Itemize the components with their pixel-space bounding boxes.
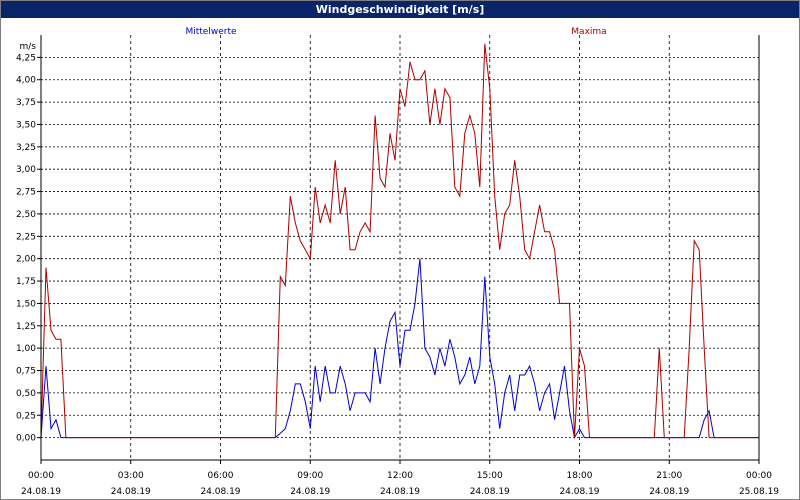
- y-tick-label: 0,25: [16, 411, 36, 421]
- x-tick-time: 00:00: [746, 471, 772, 481]
- y-tick-label: 3,50: [16, 120, 36, 130]
- x-tick-time: 00:00: [28, 471, 54, 481]
- y-tick-label: 1,25: [16, 322, 36, 332]
- x-tick-date: 25.08.19: [739, 487, 779, 497]
- y-tick-label: 1,50: [16, 299, 36, 309]
- y-tick-label: 1,00: [16, 344, 36, 354]
- chart-title: Windgeschwindigkeit [m/s]: [1, 1, 799, 18]
- x-tick-time: 03:00: [118, 471, 144, 481]
- y-tick-label: 0,00: [16, 434, 36, 444]
- y-tick-label: 2,50: [16, 210, 36, 220]
- x-tick-date: 24.08.19: [200, 487, 240, 497]
- x-tick-date: 24.08.19: [649, 487, 689, 497]
- y-tick-label: 3,25: [16, 143, 36, 153]
- y-tick-label: 0,50: [16, 389, 36, 399]
- y-tick-label: 3,00: [16, 165, 36, 175]
- x-tick-time: 12:00: [387, 471, 413, 481]
- series-lines: [40, 43, 759, 440]
- x-tick-time: 18:00: [567, 471, 593, 481]
- y-axis-label: m/s: [20, 42, 37, 52]
- y-tick-label: 3,75: [16, 98, 36, 108]
- y-tick-label: 2,00: [16, 255, 36, 265]
- legend-maxima: Maxima: [571, 27, 606, 37]
- grid-lines: [41, 35, 759, 460]
- y-tick-label: 1,75: [16, 277, 36, 287]
- y-tick-label: 4,25: [16, 53, 36, 63]
- x-tick-time: 09:00: [297, 471, 323, 481]
- x-tick-time: 15:00: [477, 471, 503, 481]
- series-line-mittelwerte: [40, 258, 759, 440]
- x-tick-date: 24.08.19: [470, 487, 510, 497]
- x-tick-date: 24.08.19: [21, 487, 61, 497]
- x-tick-time: 21:00: [656, 471, 682, 481]
- x-tick-date: 24.08.19: [380, 487, 420, 497]
- legend-mittelwerte: Mittelwerte: [185, 27, 236, 37]
- y-tick-label: 0,75: [16, 367, 36, 377]
- axis-labels: 0,00 0,25 0,50 0,75 1,00 1,25 1,50 1,75 2,00 2,25…: [16, 27, 779, 497]
- axes: [37, 35, 760, 464]
- x-tick-date: 24.08.19: [290, 487, 330, 497]
- y-tick-label: 2,75: [16, 188, 36, 198]
- x-tick-date: 24.08.19: [111, 487, 151, 497]
- y-tick-label: 2,25: [16, 232, 36, 242]
- x-tick-time: 06:00: [208, 471, 234, 481]
- y-tick-label: 4,00: [16, 76, 36, 86]
- series-line-maxima: [40, 43, 759, 439]
- x-tick-date: 24.08.19: [559, 487, 599, 497]
